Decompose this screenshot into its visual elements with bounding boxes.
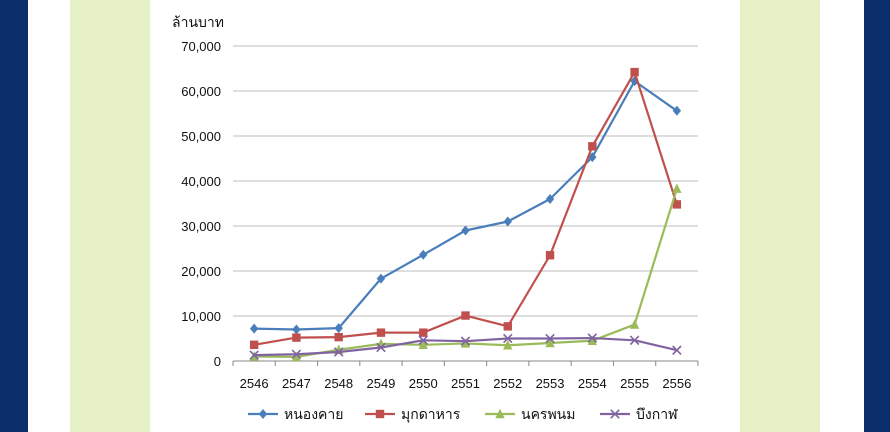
x-tick-label: 2552	[493, 376, 522, 391]
y-tick-label: 60,000	[181, 84, 221, 99]
legend-item-3: นครพนม	[485, 406, 575, 422]
line-chart: ล้านบาท 0 10,000 20,000 30,000 40,000 50,000 6…	[172, 14, 699, 423]
right-green-band	[740, 0, 820, 432]
data-point	[587, 333, 598, 343]
data-point	[376, 342, 386, 353]
x-tick-label: 2548	[324, 376, 353, 391]
data-point	[249, 350, 259, 360]
data-point	[249, 323, 259, 334]
data-point	[503, 322, 512, 331]
data-point	[334, 323, 343, 334]
y-tick-label: 0	[214, 354, 221, 369]
legend-marker	[258, 409, 268, 419]
data-point	[419, 249, 428, 260]
x-tick-label: 2546	[240, 376, 269, 391]
data-point	[376, 273, 386, 284]
data-point	[291, 351, 302, 362]
data-point	[545, 333, 555, 344]
series-2	[249, 67, 682, 349]
x-axis-ticks: 2546 2547 2548 2549 2550 2551 2552 2553 2554 2555…	[232, 361, 699, 391]
data-point	[503, 333, 513, 344]
data-point	[334, 332, 343, 342]
data-point	[333, 347, 344, 357]
legend-marker	[375, 409, 385, 419]
x-tick-label: 2553	[536, 376, 565, 391]
data-point	[292, 324, 301, 335]
data-point	[672, 183, 682, 193]
legend: หนองคาย มุกดาหาร นครพนม บึงกาฬ	[248, 406, 678, 423]
series-line	[254, 79, 678, 331]
y-tick-label: 30,000	[181, 219, 221, 234]
series-1	[249, 76, 682, 335]
data-point	[503, 216, 512, 227]
data-point	[630, 67, 639, 77]
data-point	[587, 335, 598, 345]
x-tick-label: 2556	[662, 376, 691, 391]
x-tick-label: 2555	[620, 376, 649, 391]
data-point	[588, 142, 597, 151]
y-tick-label: 10,000	[181, 309, 221, 324]
data-point	[503, 340, 513, 350]
data-point	[672, 345, 682, 355]
y-tick-label: 20,000	[181, 264, 221, 279]
series-line	[254, 188, 678, 359]
legend-label: มุกดาหาร	[401, 406, 461, 423]
data-point	[629, 335, 640, 346]
data-point	[291, 349, 302, 360]
series-4	[249, 333, 682, 360]
gridlines	[233, 45, 698, 362]
series-3	[249, 183, 682, 362]
x-tick-label: 2551	[451, 376, 480, 391]
data-point	[419, 328, 428, 337]
y-tick-label: 40,000	[181, 174, 221, 189]
x-tick-label: 2554	[578, 376, 607, 391]
x-tick-label: 2549	[366, 376, 395, 391]
data-point	[672, 200, 682, 209]
y-tick-label: 70,000	[181, 39, 221, 54]
legend-marker	[610, 409, 620, 419]
legend-marker	[495, 408, 505, 419]
legend-item-1: หนองคาย	[248, 406, 343, 422]
data-point	[460, 338, 471, 348]
legend-item-4: บึงกาฬ	[600, 406, 678, 422]
data-point	[460, 336, 471, 346]
data-point	[545, 337, 555, 348]
right-navy-band	[864, 0, 890, 432]
legend-item-2: มุกดาหาร	[365, 406, 461, 423]
data-point	[461, 225, 470, 236]
y-axis-unit-label: ล้านบาท	[172, 14, 224, 30]
legend-label: นครพนม	[521, 406, 575, 422]
data-point	[376, 328, 386, 337]
data-point	[545, 251, 555, 260]
data-point	[418, 339, 428, 349]
data-point	[292, 333, 301, 342]
y-tick-label: 50,000	[181, 129, 221, 144]
data-point	[418, 335, 428, 346]
left-navy-band	[0, 0, 28, 432]
legend-label: หนองคาย	[284, 406, 343, 422]
series-line	[253, 70, 678, 346]
data-point	[672, 105, 682, 116]
data-point	[629, 319, 640, 329]
legend-label: บึงกาฬ	[636, 406, 678, 422]
data-point	[461, 311, 470, 320]
series-group	[249, 67, 682, 362]
left-green-band	[70, 0, 150, 432]
x-tick-label: 2550	[409, 376, 438, 391]
data-point	[249, 340, 259, 349]
x-tick-label: 2547	[282, 376, 311, 391]
y-axis-ticks: 0 10,000 20,000 30,000 40,000 50,000 60,000 70,…	[181, 39, 221, 369]
